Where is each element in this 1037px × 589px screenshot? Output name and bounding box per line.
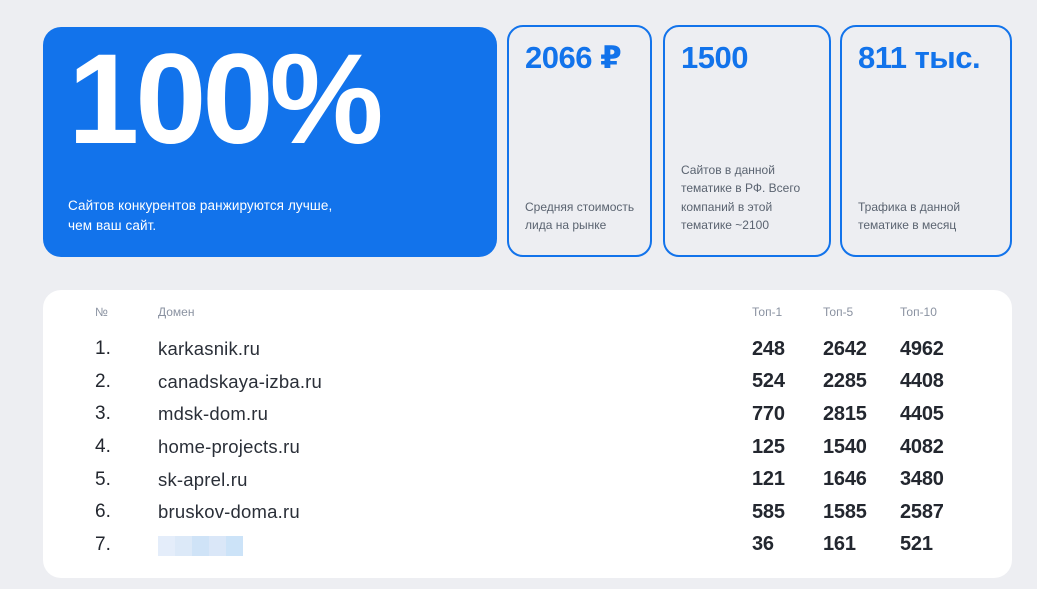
- row-top1: 36: [752, 533, 774, 556]
- row-number: 4.: [95, 436, 111, 458]
- row-top10: 521: [900, 533, 933, 556]
- row-top10: 3480: [900, 468, 944, 491]
- stat-card-traffic: 811 тыс. Трафика в данной тематике в мес…: [840, 25, 1012, 257]
- row-top5: 2815: [823, 402, 867, 425]
- row-top10: 4962: [900, 337, 944, 360]
- row-number: 7.: [95, 533, 111, 555]
- stat-card-lead-cost: 2066 ₽ Средняя стоимость лида на рынке: [507, 25, 652, 257]
- row-top5: 2285: [823, 370, 867, 393]
- table-body: 1. karkasnik.ru 248 2642 4962 2. canadsk…: [95, 333, 972, 561]
- table-row: 6. bruskov-doma.ru 585 1585 2587: [95, 496, 972, 529]
- row-number: 5.: [95, 468, 111, 490]
- row-number: 3.: [95, 403, 111, 425]
- row-top5: 1540: [823, 435, 867, 458]
- row-domain: sk-aprel.ru: [158, 468, 248, 490]
- hero-description-line1: Сайтов конкурентов ранжируются лучше,: [68, 197, 333, 213]
- table-row: 2. canadskaya-izba.ru 524 2285 4408: [95, 366, 972, 399]
- redacted-domain-blur: [158, 535, 243, 556]
- table-header-row: № Домен Топ-1 Топ-5 Топ-10: [95, 304, 972, 320]
- table-row: 1. karkasnik.ru 248 2642 4962: [95, 333, 972, 366]
- column-header-top5: Топ-5: [823, 305, 854, 319]
- table-row: 7. 36 161 521: [95, 529, 972, 562]
- row-top1: 125: [752, 435, 785, 458]
- row-top1: 585: [752, 500, 785, 523]
- stat-card-sites-count: 1500 Сайтов в данной тематике в РФ. Всег…: [663, 25, 831, 257]
- row-top1: 248: [752, 337, 785, 360]
- column-header-top1: Топ-1: [752, 305, 783, 319]
- row-number: 1.: [95, 338, 111, 360]
- stat-value-sites-count: 1500: [681, 40, 748, 75]
- hero-percentage: 100%: [68, 28, 383, 171]
- row-domain: home-projects.ru: [158, 436, 301, 458]
- row-top10: 4405: [900, 402, 944, 425]
- column-header-domain: Домен: [158, 305, 195, 319]
- row-domain: karkasnik.ru: [158, 338, 261, 360]
- hero-card: 100% Сайтов конкурентов ранжируются лучш…: [43, 27, 497, 257]
- row-domain: mdsk-dom.ru: [158, 403, 269, 425]
- column-header-top10: Топ-10: [900, 305, 937, 319]
- row-top1: 524: [752, 370, 785, 393]
- competitors-table: № Домен Топ-1 Топ-5 Топ-10 1. karkasnik.…: [43, 290, 1012, 578]
- stat-description-sites-count: Сайтов в данной тематике в РФ. Всего ком…: [681, 162, 801, 233]
- table-row: 3. mdsk-dom.ru 770 2815 4405: [95, 398, 972, 431]
- row-top5: 2642: [823, 337, 867, 360]
- row-top1: 770: [752, 402, 785, 425]
- stat-description-lead-cost: Средняя стоимость лида на рынке: [525, 199, 635, 233]
- row-top10: 2587: [900, 500, 944, 523]
- row-top5: 1646: [823, 468, 867, 491]
- stat-value-traffic: 811 тыс.: [858, 40, 981, 75]
- hero-description: Сайтов конкурентов ранжируются лучше, че…: [68, 196, 473, 237]
- hero-description-line2: чем ваш сайт.: [68, 217, 157, 233]
- row-domain: canadskaya-izba.ru: [158, 370, 323, 392]
- row-top5: 161: [823, 533, 856, 556]
- table-row: 5. sk-aprel.ru 121 1646 3480: [95, 463, 972, 496]
- row-domain: [158, 534, 752, 556]
- row-top10: 4408: [900, 370, 944, 393]
- row-number: 2.: [95, 370, 111, 392]
- row-top1: 121: [752, 468, 785, 491]
- row-number: 6.: [95, 501, 111, 523]
- table-row: 4. home-projects.ru 125 1540 4082: [95, 431, 972, 464]
- stat-description-traffic: Трафика в данной тематике в месяц: [858, 199, 961, 233]
- row-top10: 4082: [900, 435, 944, 458]
- column-header-number: №: [95, 305, 108, 319]
- row-top5: 1585: [823, 500, 867, 523]
- row-domain: bruskov-doma.ru: [158, 501, 300, 523]
- stat-value-lead-cost: 2066 ₽: [525, 40, 622, 75]
